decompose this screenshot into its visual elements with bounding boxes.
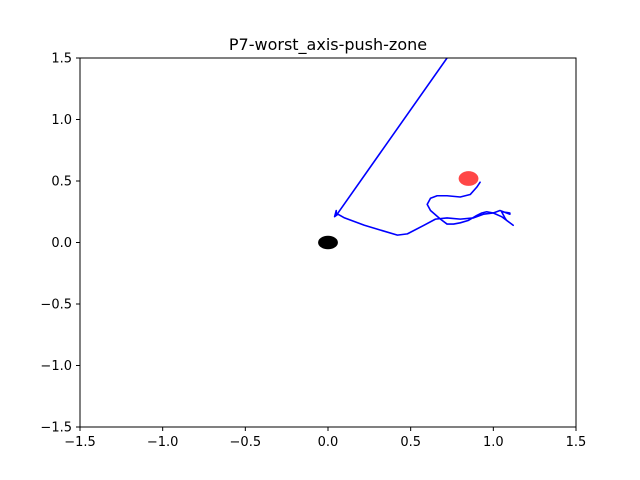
y-tick-label: 1.5 bbox=[51, 52, 72, 67]
y-axis: −1.5 −1.0 −0.5 0.0 0.5 1.0 1.5 bbox=[40, 52, 80, 436]
plot-area bbox=[318, 58, 514, 250]
y-tick-label: 0.0 bbox=[51, 236, 72, 251]
origin-marker bbox=[318, 235, 338, 250]
y-tick-label: −1.0 bbox=[40, 359, 72, 374]
x-tick-label: −1.0 bbox=[147, 435, 179, 450]
x-tick-label: −0.5 bbox=[230, 435, 262, 450]
y-tick-label: 0.5 bbox=[51, 175, 72, 190]
y-tick-label: 1.0 bbox=[51, 113, 72, 128]
chart-title: P7-worst_axis-push-zone bbox=[229, 35, 427, 55]
trajectory-line-0 bbox=[333, 58, 514, 236]
x-tick-label: 1.5 bbox=[566, 435, 587, 450]
x-axis: −1.5 −1.0 −0.5 0.0 0.5 1.0 1.5 bbox=[64, 427, 586, 450]
x-tick-label: −1.5 bbox=[64, 435, 96, 450]
x-tick-label: 1.0 bbox=[483, 435, 504, 450]
x-tick-label: 0.0 bbox=[318, 435, 339, 450]
x-tick-label: 0.5 bbox=[400, 435, 421, 450]
y-tick-label: −0.5 bbox=[40, 298, 72, 313]
target-marker bbox=[458, 171, 479, 186]
y-tick-label: −1.5 bbox=[40, 421, 72, 436]
